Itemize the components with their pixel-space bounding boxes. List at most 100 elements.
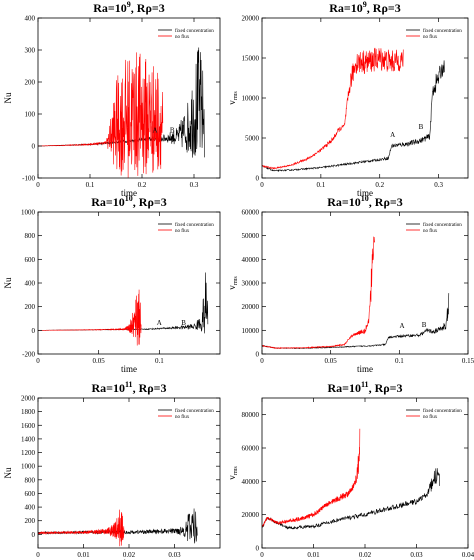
legend-label: no flux — [175, 229, 190, 234]
x-tick-label: 0.3 — [190, 181, 199, 189]
chart-title: Ra=1010, Rρ=3 — [327, 194, 402, 209]
y-tick-label: 1400 — [21, 435, 36, 443]
legend-label: fixed concentration — [175, 29, 214, 34]
x-tick-label: 0.05 — [93, 357, 106, 365]
y-tick-label: 0 — [32, 531, 36, 539]
y-tick-label: 1000 — [21, 209, 36, 217]
annotation-label: A — [390, 131, 395, 139]
series-line-2 — [262, 236, 375, 350]
y-tick-label: 20000 — [242, 303, 260, 311]
x-axis-label: time — [121, 558, 137, 560]
x-tick-label: 0 — [36, 551, 40, 559]
y-tick-label: 300 — [25, 47, 36, 55]
y-tick-label: -200 — [22, 351, 35, 359]
x-axis-label: time — [121, 364, 137, 374]
series-line-2 — [262, 428, 361, 528]
y-axis-label: Nu — [3, 277, 13, 288]
plot-frame — [37, 17, 221, 179]
y-tick-label: 600 — [25, 256, 36, 264]
y-tick-label: 10000 — [242, 95, 260, 103]
annotation-label: A — [400, 322, 405, 330]
annotation-label: A — [157, 319, 162, 327]
x-tick-label: 0 — [36, 357, 40, 365]
x-axis-label: time — [121, 188, 137, 198]
y-axis-label: Nu — [3, 467, 13, 478]
y-tick-label: 10000 — [242, 327, 260, 335]
plot-frame — [261, 17, 469, 179]
x-tick-label: 0.2 — [375, 181, 384, 189]
chart-6: Ra=1011, Rρ=3 0 0.01 0.02 0.03 0.04 0 20000 4000… — [227, 380, 474, 560]
series-line-2 — [38, 509, 125, 547]
legend-label: no flux — [423, 35, 438, 40]
x-tick-label: 0.01 — [307, 551, 320, 559]
x-tick-label: 0.03 — [168, 551, 181, 559]
y-axis-label: vrms — [227, 91, 239, 105]
chart-title: Ra=109, Rρ=3 — [93, 0, 164, 15]
x-tick-label: 0.2 — [138, 181, 147, 189]
plot-frame — [37, 397, 221, 549]
legend-label: fixed concentration — [423, 409, 462, 414]
series-line-1 — [262, 468, 440, 530]
y-tick-label: 1000 — [21, 463, 36, 471]
y-tick-label: 600 — [25, 490, 36, 498]
x-tick-label: 0.1 — [86, 181, 95, 189]
x-tick-label: 0.3 — [434, 181, 443, 189]
chart-5: Ra=1011, Rρ=3 0 0.01 0.02 0.03 0 200 400 600 800 1… — [3, 380, 221, 560]
y-tick-label: 5000 — [245, 135, 260, 143]
x-tick-label: 0 — [36, 181, 40, 189]
y-tick-label: 800 — [25, 476, 36, 484]
y-tick-label: 40000 — [242, 256, 260, 264]
plot-frame — [37, 211, 221, 355]
y-tick-label: 50000 — [242, 232, 260, 240]
legend-label: fixed concentration — [175, 223, 214, 228]
y-tick-label: 15000 — [242, 55, 260, 63]
annotation-label: A — [152, 127, 157, 135]
y-axis-label: Nu — [3, 92, 13, 103]
y-tick-label: 200 — [25, 303, 36, 311]
y-tick-label: 200 — [25, 79, 36, 87]
x-tick-label: 0.05 — [325, 357, 338, 365]
y-axis-label: vrms — [227, 276, 239, 290]
x-tick-label: 0.15 — [462, 357, 474, 365]
x-tick-label: 0 — [260, 551, 264, 559]
chart-2: Ra=109, Rρ=3 0 0.1 0.2 0.3 0 5000 10000 15000 200… — [227, 0, 469, 198]
x-tick-label: 0.03 — [410, 551, 423, 559]
x-axis-label: time — [357, 188, 373, 198]
x-axis-label: time — [357, 558, 373, 560]
series-line-2 — [38, 289, 142, 346]
x-tick-label: 0 — [260, 181, 264, 189]
chart-1: Ra=109, Rρ=30 0.1 0.2 0.3-1000100200300400t… — [3, 0, 221, 198]
y-tick-label: 20000 — [242, 15, 260, 23]
chart-3: Ra=1010, Rρ=30 0.05 0.1-200020040060080010… — [3, 194, 221, 374]
x-tick-label: 0.1 — [316, 181, 325, 189]
y-axis-label: vrms — [227, 466, 239, 480]
y-tick-label: 1800 — [21, 408, 36, 416]
y-tick-label: 400 — [25, 504, 36, 512]
y-tick-label: 30000 — [242, 280, 260, 288]
legend-label: no flux — [423, 415, 438, 420]
y-tick-label: 0 — [256, 545, 260, 553]
y-tick-label: 80000 — [242, 411, 260, 419]
y-tick-label: -100 — [22, 175, 35, 183]
series-line-1 — [262, 60, 445, 173]
annotation-label: B — [422, 321, 427, 329]
chart-4: Ra=1010, Rρ=3 0 0.05 0.1 0.15 0 10000 20000 3000… — [227, 194, 474, 374]
legend-label: fixed concentration — [423, 29, 462, 34]
annotation-label: B — [170, 127, 175, 135]
x-tick-label: 0 — [260, 357, 264, 365]
chart-title: Ra=109, Rρ=3 — [329, 0, 400, 15]
y-tick-label: 400 — [25, 15, 36, 23]
y-tick-label: 1200 — [21, 449, 36, 457]
legend-label: fixed concentration — [175, 409, 214, 414]
y-tick-label: 0 — [32, 143, 36, 151]
legend-label: fixed concentration — [423, 223, 462, 228]
annotation-label: B — [419, 123, 424, 131]
chart-title: Ra=1010, Rρ=3 — [91, 194, 166, 209]
y-tick-label: 20000 — [242, 511, 260, 519]
x-tick-label: 0.02 — [123, 551, 136, 559]
y-tick-label: 200 — [25, 517, 36, 525]
y-tick-label: 40000 — [242, 478, 260, 486]
y-tick-label: 0 — [32, 327, 36, 335]
y-tick-label: 60000 — [242, 445, 260, 453]
